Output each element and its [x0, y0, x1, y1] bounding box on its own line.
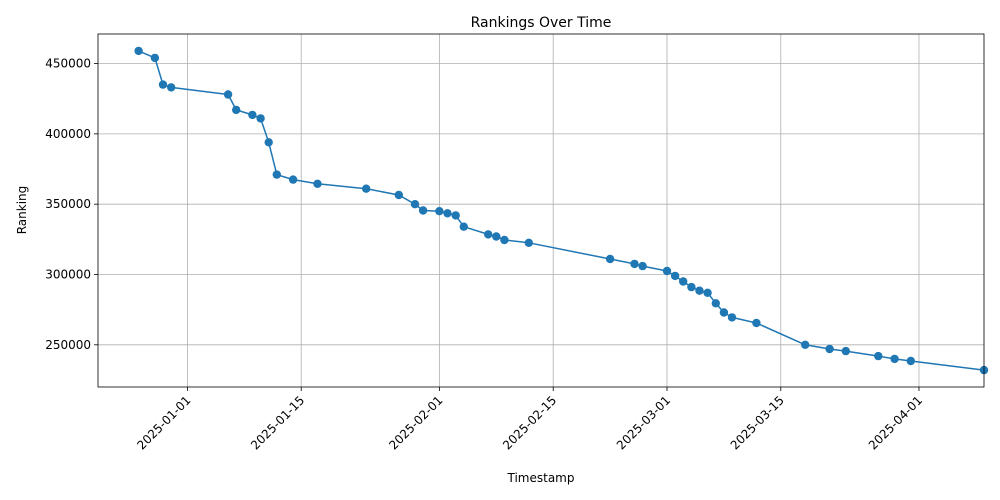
data-point: [825, 344, 834, 354]
data-point: [459, 222, 468, 231]
data-point: [524, 238, 533, 247]
data-point: [451, 211, 460, 220]
plot-frame: [97, 33, 985, 388]
data-point: [695, 286, 704, 295]
data-point: [906, 356, 915, 366]
data-point: [719, 308, 729, 317]
data-point: [264, 138, 273, 147]
data-point: [711, 299, 720, 308]
data-point: [158, 80, 168, 89]
data-point: [752, 318, 761, 328]
y-tick-label: 400000: [45, 127, 91, 141]
data-point: [874, 351, 883, 361]
data-point: [890, 354, 899, 364]
y-tick-label: 350000: [45, 197, 91, 211]
data-point: [500, 235, 509, 245]
data-point: [313, 179, 322, 188]
data-point: [223, 90, 233, 99]
data-point: [410, 200, 420, 209]
data-point: [362, 184, 371, 193]
data-point: [841, 346, 850, 356]
data-point: [394, 190, 403, 200]
data-point: [687, 282, 696, 292]
y-axis-label: Ranking: [15, 186, 29, 235]
data-point: [443, 209, 452, 218]
data-point: [272, 170, 281, 179]
data-point: [679, 277, 688, 286]
data-point: [703, 288, 712, 297]
grid: [98, 34, 984, 387]
data-point: [435, 207, 444, 216]
data-point: [670, 271, 680, 281]
data-point: [134, 46, 143, 56]
data-point: [605, 254, 615, 264]
data-point: [248, 110, 257, 120]
data-point: [801, 340, 810, 349]
y-tick-label: 300000: [45, 267, 91, 281]
data-point: [484, 230, 493, 239]
x-axis-label: Timestamp: [507, 471, 575, 485]
data-point: [630, 259, 639, 269]
y-axis: 250000 300000 350000 400000 450000: [45, 57, 98, 352]
data-point: [167, 83, 176, 92]
data-point: [288, 175, 298, 184]
data-point: [232, 105, 241, 115]
data-point: [492, 232, 501, 241]
y-tick-label: 250000: [45, 338, 91, 352]
chart-title: Rankings Over Time: [471, 15, 612, 31]
data-point: [662, 266, 672, 276]
data-point: [727, 313, 737, 322]
data-point: [418, 206, 428, 215]
y-tick-label: 450000: [45, 57, 91, 71]
data-point: [256, 114, 265, 123]
series-layer: [134, 46, 989, 375]
data-point: [150, 53, 160, 63]
data-point: [638, 261, 647, 271]
